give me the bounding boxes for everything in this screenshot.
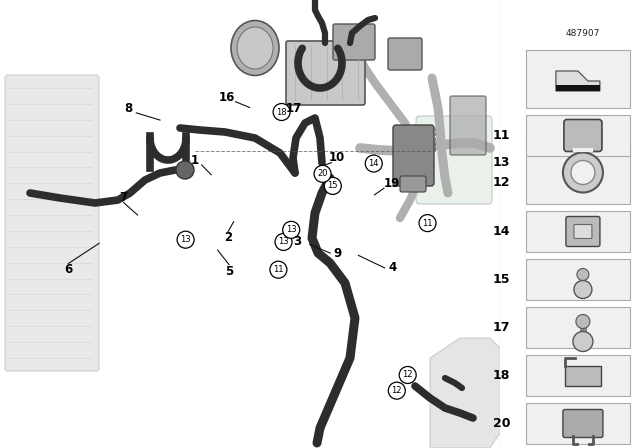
Text: 12: 12	[392, 386, 402, 395]
Circle shape	[270, 261, 287, 278]
Text: 5: 5	[225, 264, 233, 278]
FancyBboxPatch shape	[525, 141, 630, 204]
Text: 14: 14	[493, 225, 510, 238]
Text: 15: 15	[493, 273, 510, 286]
Circle shape	[177, 231, 194, 248]
Circle shape	[563, 152, 603, 193]
FancyBboxPatch shape	[416, 116, 492, 204]
Text: 16: 16	[219, 91, 236, 104]
Text: 13: 13	[180, 235, 191, 244]
Circle shape	[573, 332, 593, 352]
Circle shape	[576, 314, 590, 328]
Text: 15: 15	[328, 181, 338, 190]
Text: 18: 18	[493, 369, 510, 382]
Text: 8: 8	[125, 102, 132, 115]
Text: 2: 2	[224, 231, 232, 244]
Text: 12: 12	[403, 370, 413, 379]
Circle shape	[419, 215, 436, 232]
FancyBboxPatch shape	[525, 355, 630, 396]
FancyBboxPatch shape	[400, 176, 426, 192]
FancyBboxPatch shape	[525, 307, 630, 348]
Text: 1: 1	[191, 154, 198, 167]
FancyBboxPatch shape	[286, 41, 365, 105]
FancyBboxPatch shape	[574, 224, 592, 238]
Circle shape	[365, 155, 382, 172]
Text: 13: 13	[278, 237, 289, 246]
Text: 6: 6	[65, 263, 72, 276]
Circle shape	[571, 160, 595, 185]
Text: 17: 17	[285, 102, 302, 115]
FancyBboxPatch shape	[525, 115, 630, 156]
Ellipse shape	[231, 21, 279, 76]
Text: 10: 10	[328, 151, 345, 164]
Circle shape	[324, 177, 341, 194]
Polygon shape	[556, 85, 600, 91]
Circle shape	[176, 161, 194, 179]
FancyBboxPatch shape	[564, 120, 602, 151]
Text: 11: 11	[422, 219, 433, 228]
Text: 19: 19	[383, 177, 400, 190]
Text: 7: 7	[120, 190, 127, 204]
FancyBboxPatch shape	[333, 24, 375, 60]
Text: 20: 20	[317, 169, 328, 178]
FancyBboxPatch shape	[5, 75, 99, 371]
Circle shape	[314, 165, 331, 182]
FancyBboxPatch shape	[393, 125, 434, 186]
Circle shape	[388, 382, 405, 399]
Text: 12: 12	[493, 176, 510, 189]
Circle shape	[275, 233, 292, 250]
FancyBboxPatch shape	[388, 38, 422, 70]
Text: 9: 9	[334, 246, 342, 260]
Circle shape	[283, 221, 300, 238]
FancyBboxPatch shape	[500, 0, 640, 448]
Text: 13: 13	[286, 225, 296, 234]
Text: 20: 20	[493, 417, 510, 430]
Circle shape	[273, 103, 290, 121]
Text: 3: 3	[294, 235, 301, 249]
FancyBboxPatch shape	[565, 366, 601, 385]
Text: 13: 13	[493, 156, 510, 169]
Text: 11: 11	[273, 265, 284, 274]
Ellipse shape	[237, 27, 273, 69]
Text: 17: 17	[493, 321, 510, 334]
Text: 14: 14	[369, 159, 379, 168]
Text: 487907: 487907	[566, 29, 600, 38]
Text: 11: 11	[493, 129, 510, 142]
FancyBboxPatch shape	[566, 216, 600, 246]
FancyBboxPatch shape	[563, 409, 603, 438]
Text: 4: 4	[389, 261, 397, 275]
FancyBboxPatch shape	[525, 211, 630, 252]
Circle shape	[574, 280, 592, 298]
FancyBboxPatch shape	[525, 259, 630, 300]
FancyBboxPatch shape	[450, 96, 486, 155]
Polygon shape	[430, 338, 510, 448]
Circle shape	[577, 268, 589, 280]
Polygon shape	[556, 71, 600, 91]
Circle shape	[399, 366, 416, 383]
FancyBboxPatch shape	[525, 403, 630, 444]
Text: 18: 18	[276, 108, 287, 116]
FancyBboxPatch shape	[525, 50, 630, 108]
